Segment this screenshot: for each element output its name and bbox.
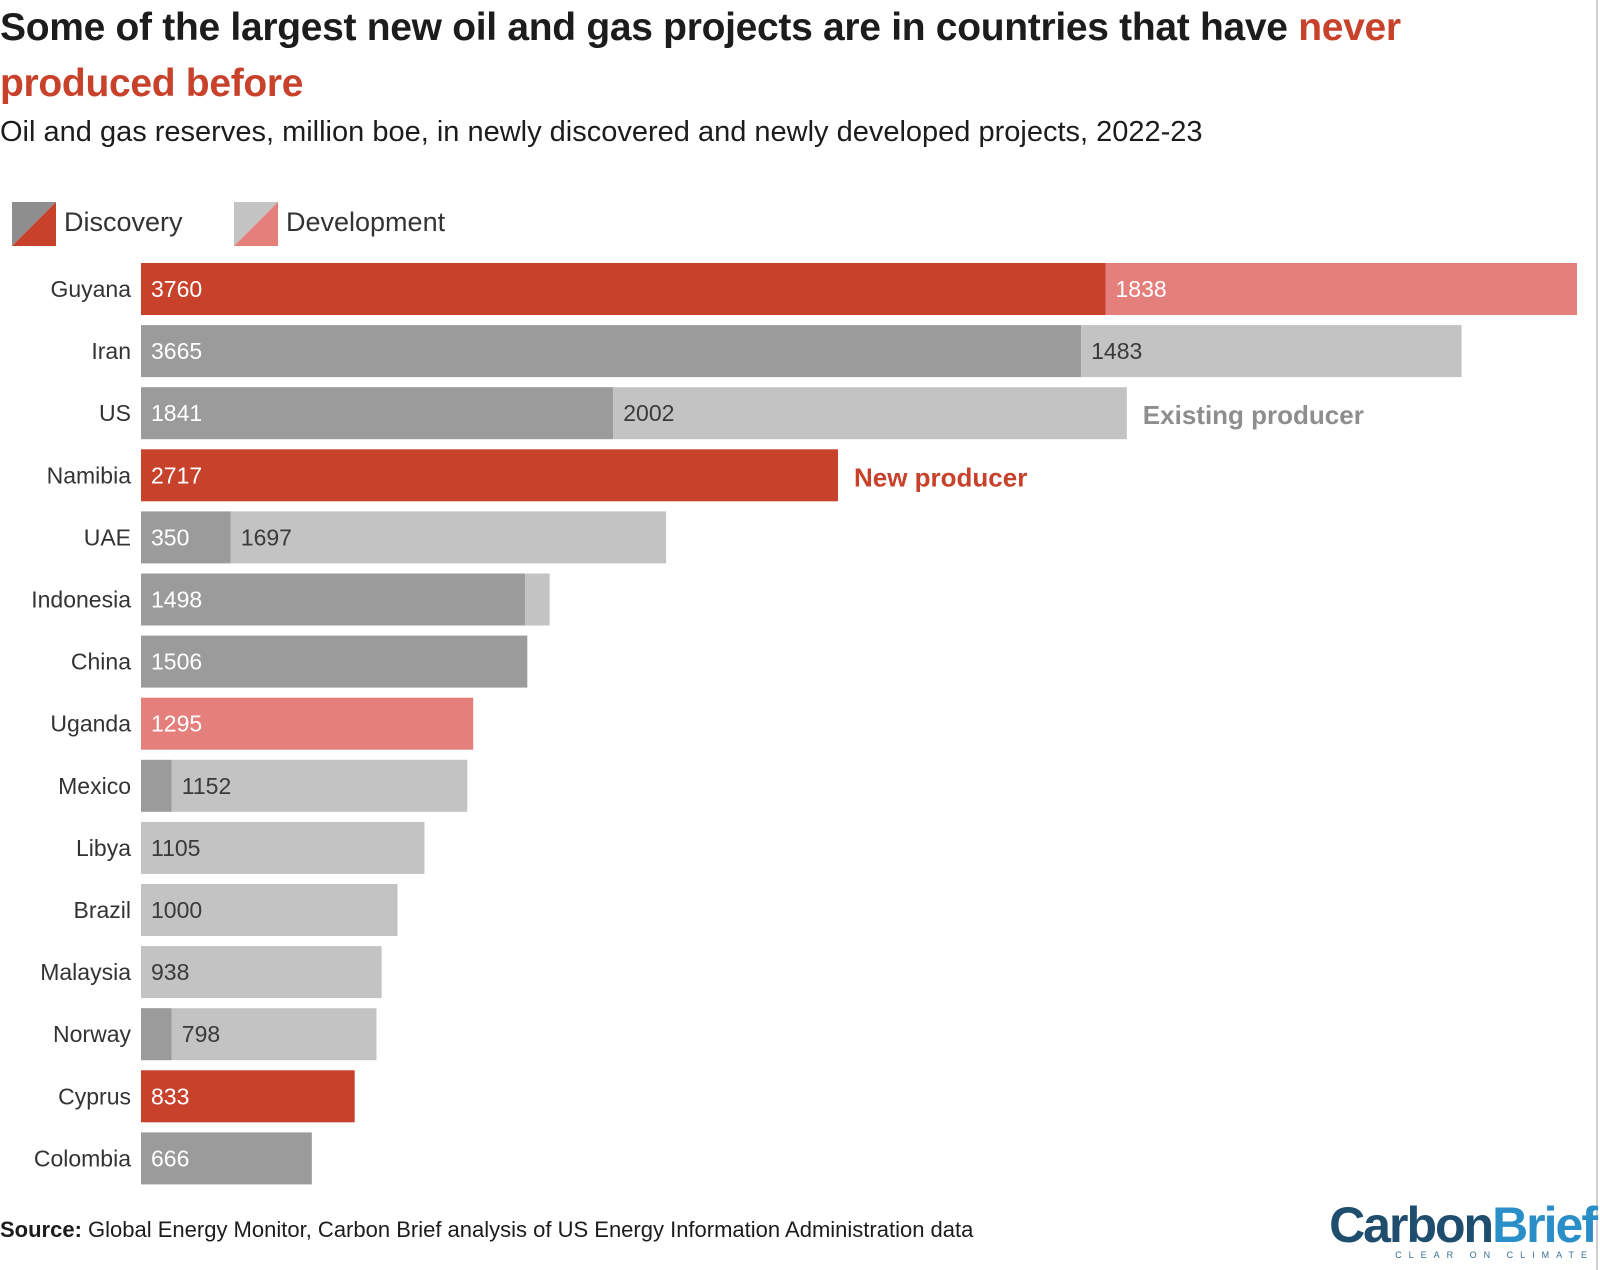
data-label-discovery-uae: 350: [151, 524, 189, 550]
bar-discovery-indonesia: [141, 573, 526, 626]
data-label-discovery-namibia: 2717: [151, 462, 202, 488]
bar-discovery-us: [141, 387, 614, 440]
logo-carbon: Carbon: [1329, 1197, 1494, 1253]
data-label-discovery-cyprus: 833: [151, 1083, 189, 1109]
bar-discovery-cyprus: [141, 1070, 355, 1123]
tick-label-guyana: Guyana: [50, 276, 131, 302]
bar-discovery-china: [141, 635, 528, 688]
bar-discovery-uae: [141, 511, 231, 564]
data-label-development-us: 2002: [623, 400, 674, 426]
bar-development-us: [613, 387, 1127, 440]
bar-discovery-guyana: [141, 263, 1106, 315]
data-label-development-uganda: 1295: [151, 711, 202, 737]
tick-label-uae: UAE: [84, 524, 131, 550]
tick-label-brazil: Brazil: [73, 897, 131, 923]
development-swatch-new: [234, 202, 278, 246]
tick-label-indonesia: Indonesia: [31, 587, 131, 613]
bar-development-guyana: [1105, 263, 1577, 315]
annotation-new-producer: New producer: [854, 462, 1027, 492]
data-label-development-norway: 798: [182, 1021, 220, 1047]
title-highlight: never produced before: [0, 6, 1401, 105]
bar-discovery-colombia: [141, 1132, 312, 1185]
tick-label-china: China: [71, 649, 131, 675]
tick-label-iran: Iran: [91, 338, 131, 364]
data-label-development-libya: 1105: [151, 835, 200, 861]
bar-development-iran: [1081, 325, 1462, 378]
bar-discovery-iran: [141, 325, 1082, 378]
legend-discovery-label: Discovery: [64, 207, 183, 237]
data-label-development-malaysia: 938: [151, 959, 189, 985]
bar-development-mexico: [171, 759, 468, 812]
development-swatch-icon: [234, 202, 278, 246]
discovery-swatch-icon: [12, 202, 56, 246]
data-label-development-uae: 1697: [241, 524, 292, 550]
carbon-brief-logo: CarbonBrief CLEAR ON CLIMATE: [1329, 1198, 1598, 1264]
bar-chart: Guyana 3760 1838 Iran 3665 1483 US 1841 2002 Nami…: [31, 263, 1577, 1185]
data-label-development-brazil: 1000: [151, 897, 202, 923]
data-label-discovery-colombia: 666: [151, 1145, 189, 1171]
annotation-existing-producer: Existing producer: [1143, 400, 1364, 430]
bar-development-uganda: [141, 697, 474, 750]
data-label-development-guyana: 1838: [1116, 276, 1167, 302]
source-note: Source: Global Energy Monitor, Carbon Br…: [0, 1215, 973, 1245]
legend-development-label: Development: [286, 207, 446, 237]
tick-label-colombia: Colombia: [34, 1145, 131, 1171]
right-edge-rule: [1596, 0, 1598, 1270]
bar-development-brazil: [141, 884, 398, 936]
data-label-development-iran: 1483: [1091, 338, 1142, 364]
source-text: Global Energy Monitor, Carbon Brief anal…: [81, 1217, 974, 1242]
chart-title: Some of the largest new oil and gas proj…: [0, 0, 1500, 112]
tick-label-libya: Libya: [76, 835, 131, 861]
source-label: Source:: [0, 1217, 82, 1242]
bar-development-libya: [141, 821, 425, 874]
data-label-discovery-indonesia: 1498: [151, 587, 202, 613]
bar-development-norway: [171, 1008, 377, 1061]
bar-discovery-norway: [141, 1008, 172, 1061]
bar-development-uae: [230, 511, 667, 564]
logo-brief: Brief: [1492, 1197, 1598, 1253]
data-label-discovery-china: 1506: [151, 649, 202, 675]
tick-label-norway: Norway: [53, 1021, 131, 1047]
chart-subtitle: Oil and gas reserves, million boe, in ne…: [0, 116, 1203, 148]
bar-discovery-mexico: [141, 759, 172, 812]
logo-wordmark: CarbonBrief: [1329, 1197, 1598, 1253]
bar-development-malaysia: [141, 946, 382, 999]
data-label-discovery-us: 1841: [151, 400, 202, 426]
tick-label-cyprus: Cyprus: [58, 1083, 131, 1109]
data-label-discovery-guyana: 3760: [151, 276, 202, 302]
tick-label-uganda: Uganda: [50, 711, 131, 737]
tick-label-malaysia: Malaysia: [40, 959, 131, 985]
data-label-discovery-iran: 3665: [151, 338, 202, 364]
data-label-development-mexico: 1152: [182, 773, 231, 799]
bar-discovery-namibia: [141, 449, 838, 502]
bar-development-indonesia: [525, 573, 550, 626]
logo-tagline: CLEAR ON CLIMATE: [1395, 1250, 1594, 1260]
tick-label-mexico: Mexico: [58, 773, 131, 799]
tick-label-us: US: [99, 400, 131, 426]
tick-label-namibia: Namibia: [47, 462, 132, 488]
title-main: Some of the largest new oil and gas proj…: [0, 6, 1299, 49]
discovery-swatch-new: [12, 202, 56, 246]
